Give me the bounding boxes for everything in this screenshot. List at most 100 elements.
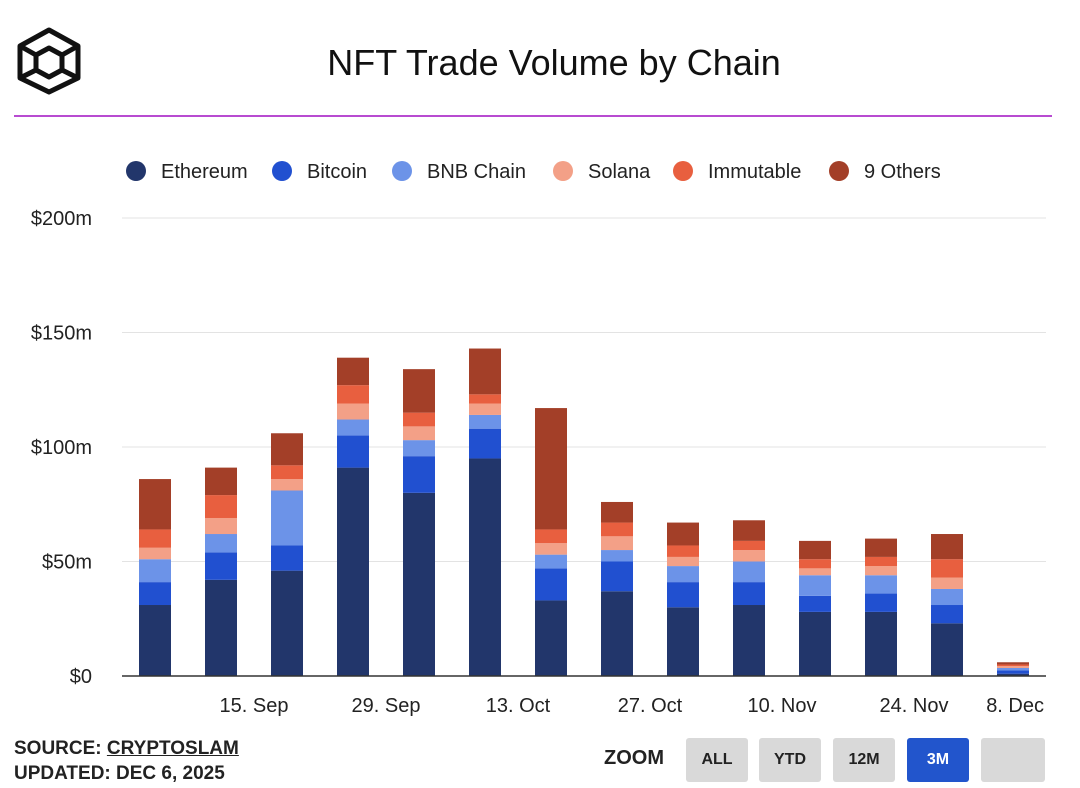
bar-segment-solana bbox=[601, 536, 633, 551]
zoom-12m-button[interactable]: 12M bbox=[833, 738, 895, 782]
bar-segment-solana bbox=[205, 517, 237, 535]
bar-segment-9-others bbox=[403, 369, 435, 413]
bar-segment-ethereum bbox=[337, 467, 369, 676]
bar-segment-bnb-chain bbox=[139, 559, 171, 583]
bar-segment-solana bbox=[997, 666, 1029, 668]
bar-segment-bnb-chain bbox=[799, 575, 831, 596]
bar-segment-ethereum bbox=[271, 570, 303, 676]
x-tick-label: 24. Nov bbox=[880, 695, 949, 717]
bar-segment-ethereum bbox=[139, 605, 171, 676]
x-tick-label: 13. Oct bbox=[486, 695, 551, 717]
y-tick-label: $100m bbox=[31, 437, 92, 459]
bar-segment-bnb-chain bbox=[535, 554, 567, 569]
bar-segment-ethereum bbox=[535, 600, 567, 676]
legend-swatch bbox=[392, 161, 412, 181]
zoom-3m-button[interactable]: 3M bbox=[907, 738, 969, 782]
bar-segment-bnb-chain bbox=[271, 490, 303, 546]
legend-swatch bbox=[126, 161, 146, 181]
legend-label: 9 Others bbox=[864, 161, 941, 183]
bar-segment-immutable bbox=[469, 394, 501, 404]
x-tick-label: 29. Sep bbox=[352, 695, 421, 717]
stacked-bar-chart: $0 $50m $100m $150m $200m 15. Sep 29. Sep 13. O… bbox=[31, 161, 1046, 717]
bar-segment-ethereum bbox=[469, 458, 501, 676]
bar-segment-9-others bbox=[139, 479, 171, 530]
bar-segment-immutable bbox=[403, 412, 435, 427]
bar-segment-bitcoin bbox=[799, 595, 831, 612]
bar-segment-ethereum bbox=[997, 673, 1029, 676]
legend-item-bnb-chain[interactable]: BNB Chain bbox=[392, 161, 526, 183]
bar-segment-9-others bbox=[865, 538, 897, 557]
y-tick-label: $200m bbox=[31, 208, 92, 230]
bar-segment-9-others bbox=[535, 408, 567, 530]
legend-item-bitcoin[interactable]: Bitcoin bbox=[272, 161, 367, 183]
bar-segment-immutable bbox=[931, 559, 963, 578]
bar-segment-9-others bbox=[469, 348, 501, 395]
bar-segment-bnb-chain bbox=[997, 667, 1029, 671]
bar-segment-ethereum bbox=[667, 607, 699, 676]
bar-segment-9-others bbox=[997, 662, 1029, 665]
x-tick-label: 15. Sep bbox=[220, 695, 289, 717]
source-block: SOURCE: CRYPTOSLAM UPDATED: DEC 6, 2025 bbox=[14, 736, 239, 786]
bar-segment-bitcoin bbox=[337, 435, 369, 468]
bar-segment-9-others bbox=[931, 534, 963, 560]
bar-segment-immutable bbox=[997, 664, 1029, 667]
legend-swatch bbox=[272, 161, 292, 181]
bar-segment-bitcoin bbox=[667, 582, 699, 608]
x-tick-label: 27. Oct bbox=[618, 695, 683, 717]
bar-segment-bitcoin bbox=[601, 561, 633, 592]
y-tick-label: $150m bbox=[31, 323, 92, 345]
bar-segment-immutable bbox=[337, 385, 369, 404]
legend-item-solana[interactable]: Solana bbox=[553, 161, 651, 183]
bar-segment-bitcoin bbox=[469, 428, 501, 459]
bar-segment-immutable bbox=[271, 465, 303, 480]
zoom-all-button[interactable]: ALL bbox=[686, 738, 748, 782]
zoom-label: ZOOM bbox=[604, 747, 664, 769]
legend-label: Immutable bbox=[708, 161, 801, 183]
legend-item-ethereum[interactable]: Ethereum bbox=[126, 161, 248, 183]
bar-segment-immutable bbox=[139, 529, 171, 548]
bar-segment-solana bbox=[667, 556, 699, 567]
bar-segment-immutable bbox=[601, 522, 633, 537]
zoom-custom-button[interactable] bbox=[981, 738, 1045, 782]
bar-segment-solana bbox=[931, 577, 963, 589]
bar-segment-bnb-chain bbox=[865, 575, 897, 594]
bar-segment-ethereum bbox=[799, 611, 831, 676]
bar-segment-9-others bbox=[271, 433, 303, 466]
bar-segment-immutable bbox=[733, 540, 765, 551]
bar-segment-ethereum bbox=[931, 623, 963, 676]
bar-segment-9-others bbox=[205, 467, 237, 496]
legend-label: Bitcoin bbox=[307, 161, 367, 183]
x-tick-label: 8. Dec bbox=[986, 695, 1044, 717]
bar-segment-bnb-chain bbox=[337, 419, 369, 436]
bar-segment-ethereum bbox=[865, 611, 897, 676]
bar-segment-solana bbox=[469, 403, 501, 415]
source-link[interactable]: CRYPTOSLAM bbox=[106, 738, 239, 759]
bar-segment-immutable bbox=[865, 556, 897, 567]
bar-segment-bitcoin bbox=[733, 582, 765, 606]
legend-item-immutable[interactable]: Immutable bbox=[673, 161, 801, 183]
bar-segment-immutable bbox=[667, 545, 699, 557]
bar-segment-bitcoin bbox=[205, 552, 237, 580]
bar-segment-immutable bbox=[205, 495, 237, 518]
updated-date: UPDATED: DEC 6, 2025 bbox=[14, 763, 225, 784]
bar-segment-solana bbox=[337, 403, 369, 420]
bar-segment-bnb-chain bbox=[931, 588, 963, 606]
bar-segment-bnb-chain bbox=[601, 550, 633, 562]
bar-segment-bitcoin bbox=[997, 670, 1029, 674]
bar-segment-immutable bbox=[799, 559, 831, 569]
bar-segment-bnb-chain bbox=[733, 561, 765, 583]
x-tick-label: 10. Nov bbox=[748, 695, 817, 717]
bar-segment-bitcoin bbox=[403, 456, 435, 493]
cryptoslam-logo-icon bbox=[17, 27, 81, 95]
bar-segment-bitcoin bbox=[139, 582, 171, 606]
legend-item-9-others[interactable]: 9 Others bbox=[829, 161, 941, 183]
legend-swatch bbox=[553, 161, 573, 181]
bar-segment-bitcoin bbox=[535, 568, 567, 601]
zoom-ytd-button[interactable]: YTD bbox=[759, 738, 821, 782]
legend-label: Solana bbox=[588, 161, 651, 183]
legend-swatch bbox=[673, 161, 693, 181]
bar-segment-ethereum bbox=[205, 579, 237, 676]
bar-segment-bnb-chain bbox=[205, 534, 237, 553]
legend-label: BNB Chain bbox=[427, 161, 526, 183]
bar-segment-9-others bbox=[337, 357, 369, 386]
